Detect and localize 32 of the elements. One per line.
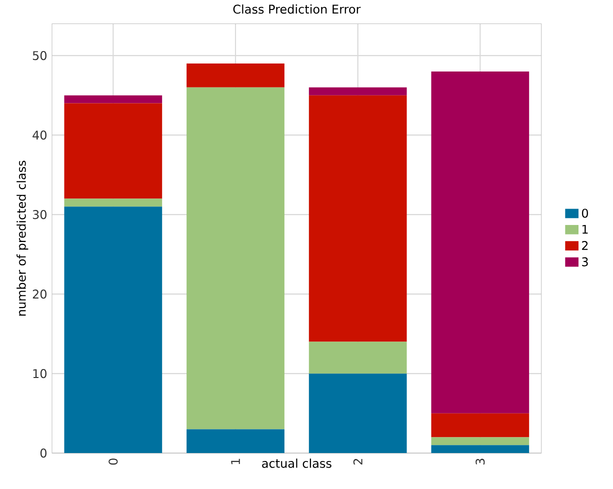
y-tick-label: 10 xyxy=(33,369,46,378)
bar xyxy=(431,437,530,446)
bar xyxy=(186,429,284,454)
bar xyxy=(64,198,162,207)
bar xyxy=(64,95,162,104)
bar xyxy=(308,374,407,454)
y-tick-label: 20 xyxy=(32,289,46,299)
x-tick-label: 1 xyxy=(231,458,240,464)
x-tick-label: 3 xyxy=(476,458,485,464)
chart-title: Class Prediction Error xyxy=(233,4,361,14)
bar xyxy=(431,413,530,438)
x-axis-title: actual class xyxy=(262,458,332,468)
y-tick-label: 50 xyxy=(32,50,46,60)
y-axis-title: number of predicted class xyxy=(16,160,28,316)
bar xyxy=(308,87,407,96)
bar xyxy=(186,63,284,88)
bar xyxy=(308,342,407,374)
y-tick-label: 30 xyxy=(32,210,46,220)
x-tick-label: 0 xyxy=(108,458,118,465)
legend-label: 3 xyxy=(582,257,588,266)
bar xyxy=(186,87,284,430)
bar xyxy=(431,445,530,454)
legend-label: 1 xyxy=(582,224,588,234)
bar xyxy=(64,103,162,199)
x-tick-label: 2 xyxy=(353,458,362,465)
legend-label: 2 xyxy=(582,240,588,250)
legend-label: 0 xyxy=(582,208,588,218)
bar xyxy=(64,206,162,454)
y-tick-label: 40 xyxy=(32,130,46,140)
bar xyxy=(308,95,407,342)
bar xyxy=(431,71,530,414)
y-tick-label: 0 xyxy=(40,448,46,458)
